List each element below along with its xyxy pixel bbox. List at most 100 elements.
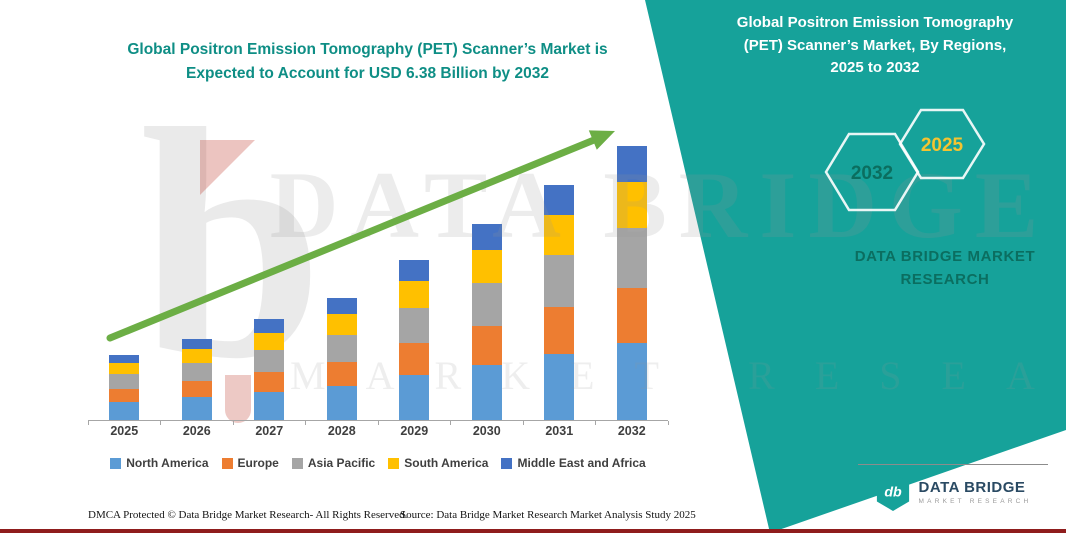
legend-item: South America: [388, 456, 488, 470]
right-panel-title-line2: (PET) Scanner’s Market, By Regions,: [743, 36, 1007, 54]
watermark-logo-letter: b: [140, 62, 324, 427]
bar-segment: [326, 362, 357, 386]
legend-swatch: [110, 457, 122, 469]
bar-segment: [326, 298, 357, 314]
bar-segment: [544, 185, 575, 215]
bar-segment: [399, 343, 430, 375]
bar-segment: [544, 307, 575, 354]
bar-segment: [616, 343, 647, 420]
bar-slot-2029: [378, 120, 451, 425]
hexagon-2025-outline: [898, 108, 986, 180]
watermark-logo: b: [140, 80, 324, 423]
panel-brand-line1: DATA BRIDGE MARKET: [854, 248, 1036, 265]
logo-hexagon-icon: db: [876, 473, 909, 511]
bar-segment: [254, 319, 285, 333]
bar-slot-2032: [596, 120, 668, 425]
bar-segment: [254, 372, 285, 392]
bar-segment: [616, 146, 647, 182]
x-axis-label: 2029: [400, 424, 429, 438]
bar-segment: [181, 397, 212, 420]
legend-swatch: [388, 457, 400, 469]
bar-segment: [181, 339, 212, 349]
stacked-bar-2031: [544, 185, 575, 420]
bar-segment: [254, 350, 285, 372]
panel-brand-text: DATA BRIDGE MARKET RESEARCH: [830, 246, 1060, 291]
bar-segment: [399, 375, 430, 420]
bar-segment: [254, 333, 285, 350]
legend-label: South America: [404, 456, 489, 470]
hexagon-year-2032: 2032: [851, 163, 893, 184]
bar-segment: [471, 250, 502, 283]
bar-slot-2025: [88, 120, 161, 425]
bar-segment: [399, 260, 430, 281]
bar-segment: [471, 326, 502, 365]
bottom-red-line: [0, 529, 1066, 533]
stacked-bar-2030: [471, 224, 502, 420]
legend-item: North America: [110, 456, 209, 470]
bar-segment: [399, 308, 430, 343]
x-axis-label: 2032: [617, 424, 646, 438]
bar-segment: [109, 355, 140, 363]
bar-segment: [544, 215, 575, 255]
right-panel-title-line3: 2025 to 2032: [830, 59, 920, 76]
panel-brand-line2: RESEARCH: [900, 270, 990, 288]
legend-swatch: [221, 457, 233, 469]
legend-label: North America: [126, 456, 209, 470]
bar-segment: [181, 349, 212, 363]
chart-title-line2: Expected to Account for USD 6.38 Billion…: [186, 65, 549, 83]
watermark-text-line2: MARKET RESEARCH: [290, 353, 1066, 398]
legend-item: Middle East and Africa: [501, 456, 646, 470]
bar-slot-2030: [451, 120, 523, 425]
legend-item: Europe: [221, 456, 279, 470]
x-axis-label: 2027: [255, 424, 284, 438]
bar-segment: [471, 283, 502, 326]
bar-segment: [326, 314, 357, 335]
bar-segment: [616, 288, 647, 343]
bar-segment: [254, 392, 285, 420]
bar-segment: [109, 374, 140, 389]
stacked-bar-2026: [181, 339, 212, 420]
bar-segment: [544, 255, 575, 307]
stacked-bar-2032: [616, 146, 647, 420]
bar-slot-2028: [306, 120, 378, 425]
year-hexagons: 2032 2025: [824, 108, 986, 212]
bar-segment: [326, 335, 357, 362]
bar-segment: [471, 365, 502, 420]
trend-arrow: [106, 130, 615, 342]
x-axis-label: 2030: [472, 424, 501, 438]
x-axis-label: 2026: [182, 424, 211, 438]
x-axis-labels: 2025 2026 2027 2028 2029 2030 2031 2032: [88, 424, 668, 438]
logo-name: DATA BRIDGE: [918, 479, 1026, 496]
right-panel-title: Global Positron Emission Tomography (PET…: [700, 12, 1050, 80]
watermark-logo-red-tail: [225, 375, 251, 423]
footer-logo: db DATA BRIDGE MARKET RESEARCH: [858, 464, 1048, 512]
stacked-bar-2028: [326, 298, 357, 420]
logo-subtitle: MARKET RESEARCH: [918, 498, 1032, 505]
stacked-bar-2029: [399, 260, 430, 420]
legend-item: Asia Pacific: [291, 456, 376, 470]
dmca-notice: DMCA Protected © Data Bridge Market Rese…: [88, 509, 408, 521]
stacked-bar-2027: [254, 319, 285, 420]
chart-title: Global Positron Emission Tomography (PET…: [95, 38, 640, 86]
legend-label: Middle East and Africa: [517, 456, 646, 470]
legend-label: Europe: [237, 456, 279, 470]
legend-label: Asia Pacific: [307, 456, 376, 470]
bar-segment: [109, 363, 140, 374]
chart-title-line1: Global Positron Emission Tomography (PET…: [127, 41, 608, 58]
legend: North America Europe Asia Pacific South Ame…: [70, 456, 686, 470]
right-panel-title-line1: Global Positron Emission Tomography: [736, 14, 1014, 31]
bar-segment: [616, 228, 647, 288]
plot-area: [88, 120, 668, 425]
bar-segment: [326, 386, 357, 420]
legend-swatch: [501, 457, 513, 469]
bar-segment: [471, 224, 502, 250]
logo-monogram: db: [884, 485, 902, 501]
bar-segment: [109, 402, 140, 420]
x-axis-label: 2025: [110, 424, 139, 438]
logo-text: DATA BRIDGE MARKET RESEARCH: [919, 479, 1032, 505]
legend-swatch: [291, 457, 303, 469]
x-axis-label: 2031: [545, 424, 574, 438]
x-axis-label: 2028: [327, 424, 356, 438]
bar-slot-2031: [523, 120, 596, 425]
